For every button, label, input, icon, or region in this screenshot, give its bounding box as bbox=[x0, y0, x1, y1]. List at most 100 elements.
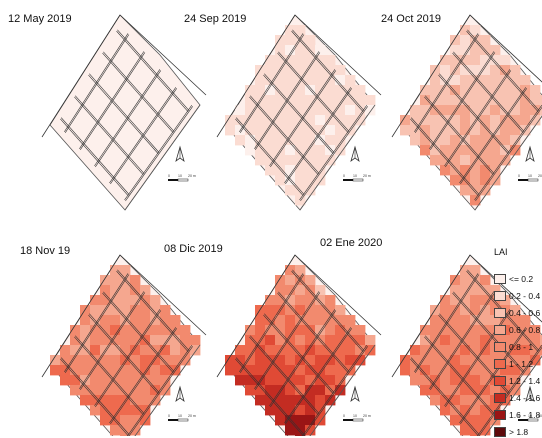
boundary-line bbox=[309, 344, 376, 436]
plot-line bbox=[292, 29, 365, 111]
plot-line bbox=[285, 328, 353, 425]
raster-cell bbox=[500, 155, 511, 166]
raster-cell bbox=[265, 365, 276, 376]
raster-cell bbox=[420, 85, 431, 96]
raster-cell bbox=[285, 335, 296, 346]
legend-label: 0.2 - 0.4 bbox=[509, 291, 541, 301]
raster-cell bbox=[255, 95, 266, 106]
raster-cell bbox=[315, 285, 326, 296]
raster-cell bbox=[130, 425, 141, 436]
raster-cell bbox=[325, 155, 336, 166]
plot-line bbox=[452, 292, 524, 373]
raster-cell bbox=[285, 395, 296, 406]
raster-cell bbox=[120, 375, 131, 386]
raster-cell bbox=[325, 375, 336, 386]
raster-cell bbox=[440, 55, 451, 66]
scale-bar-label: 20 m bbox=[538, 414, 542, 418]
plot-line bbox=[80, 292, 146, 391]
plot-line bbox=[117, 29, 190, 111]
raster-cell bbox=[490, 335, 501, 346]
raster-cell bbox=[345, 115, 356, 126]
plot-line bbox=[117, 269, 190, 351]
raster-cell bbox=[120, 385, 131, 396]
plot-line bbox=[429, 51, 495, 149]
raster-cell bbox=[490, 145, 501, 156]
raster-cell bbox=[245, 95, 256, 106]
raster-cell bbox=[335, 95, 346, 106]
raster-cell bbox=[345, 365, 356, 376]
legend-label: 1.6 - 1.8 bbox=[509, 410, 541, 420]
raster-cell bbox=[150, 315, 161, 326]
raster-cell bbox=[430, 305, 441, 316]
raster-cell bbox=[50, 355, 61, 366]
plot-line bbox=[60, 117, 130, 195]
raster-cell bbox=[305, 145, 316, 156]
raster-cell bbox=[470, 265, 481, 276]
raster-cell bbox=[520, 345, 531, 356]
boundary-line bbox=[216, 254, 296, 378]
plot-line bbox=[292, 269, 365, 351]
plot-line bbox=[109, 87, 177, 184]
raster-cell bbox=[470, 135, 481, 146]
raster-cell bbox=[500, 335, 511, 346]
plot-line bbox=[103, 291, 175, 372]
plot-line bbox=[425, 335, 495, 414]
raster-cell bbox=[140, 335, 151, 346]
raster-cell bbox=[450, 415, 461, 426]
raster-cell bbox=[275, 285, 286, 296]
plot-line bbox=[116, 270, 189, 352]
raster-cell bbox=[470, 175, 481, 186]
map-panel: 0 10 20 m bbox=[41, 14, 207, 211]
raster-cell bbox=[160, 385, 171, 396]
raster-cell bbox=[420, 375, 431, 386]
raster-cell bbox=[530, 105, 541, 116]
raster-cell bbox=[440, 375, 451, 386]
raster-cell bbox=[450, 165, 461, 176]
raster-cell bbox=[110, 275, 121, 286]
raster-cell bbox=[295, 365, 306, 376]
raster-cell bbox=[530, 335, 541, 346]
north-arrow-icon bbox=[175, 145, 185, 163]
raster-cell bbox=[110, 405, 121, 416]
legend-item: <= 0.2 bbox=[494, 273, 533, 285]
raster-cell bbox=[460, 405, 471, 416]
raster-cell bbox=[110, 265, 121, 276]
raster-cell bbox=[295, 285, 306, 296]
panel-date-title: 24 Sep 2019 bbox=[184, 13, 247, 25]
raster-cell bbox=[140, 315, 151, 326]
raster-cell bbox=[285, 25, 296, 36]
raster-cell bbox=[100, 275, 111, 286]
raster-cell bbox=[510, 365, 521, 376]
north-arrow-icon bbox=[525, 145, 535, 163]
raster-cell bbox=[500, 55, 511, 66]
plot-line bbox=[459, 87, 527, 184]
raster-cell bbox=[450, 285, 461, 296]
raster-cell bbox=[245, 125, 256, 136]
raster-cell bbox=[160, 355, 171, 366]
raster-cell bbox=[315, 415, 326, 426]
raster-cell bbox=[430, 315, 441, 326]
raster-cell bbox=[80, 395, 91, 406]
raster-cell bbox=[275, 375, 286, 386]
raster-cell bbox=[315, 135, 326, 146]
raster-cell bbox=[490, 315, 501, 326]
raster-cell bbox=[530, 325, 541, 336]
raster-cell bbox=[510, 325, 521, 336]
raster-cell bbox=[225, 115, 236, 126]
plot-line bbox=[254, 51, 320, 149]
raster-cell bbox=[440, 135, 451, 146]
raster-cell bbox=[490, 45, 501, 56]
raster-cell bbox=[460, 425, 471, 436]
raster-cell bbox=[295, 415, 306, 426]
raster-cell bbox=[490, 285, 501, 296]
raster-cell bbox=[110, 355, 121, 366]
raster-cell bbox=[470, 145, 481, 156]
raster-cell bbox=[335, 315, 346, 326]
raster-cell bbox=[325, 305, 336, 316]
map-panel: 0 10 20 m bbox=[391, 254, 542, 436]
raster-cell bbox=[120, 335, 131, 346]
raster-cell bbox=[295, 405, 306, 416]
raster-cell bbox=[440, 145, 451, 156]
raster-cell bbox=[420, 125, 431, 136]
raster-cell bbox=[140, 305, 151, 316]
